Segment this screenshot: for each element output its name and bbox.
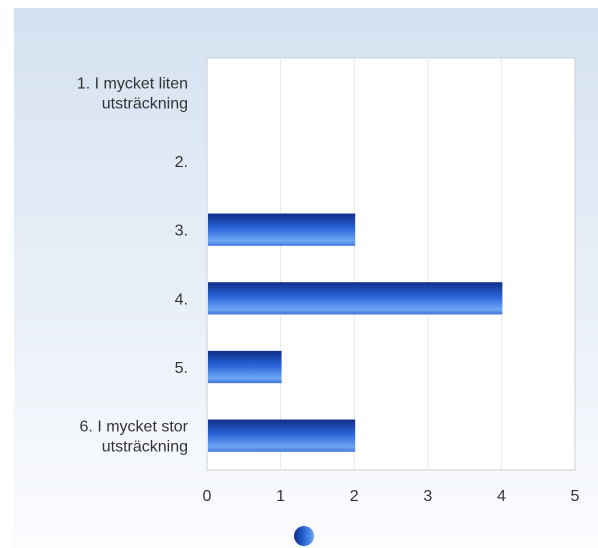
legend-marker	[294, 526, 314, 546]
category-label: 1. I mycket liten utsträckning	[77, 75, 188, 112]
x-tick-label: 5	[571, 488, 580, 505]
x-tick-label: 3	[423, 488, 432, 505]
category-label: 3.	[175, 223, 188, 240]
plot-area	[206, 57, 576, 471]
x-tick-label: 1	[276, 488, 285, 505]
x-tick-label: 2	[350, 488, 359, 505]
category-label: 6. I mycket stor utsträckning	[80, 419, 189, 456]
x-tick-labels: 0 1 2 3 4 5	[203, 488, 580, 505]
bar	[208, 419, 356, 452]
x-tick-label: 4	[497, 488, 506, 505]
bar	[208, 282, 503, 315]
category-label: 2.	[175, 154, 188, 171]
bars	[208, 213, 503, 452]
gridlines	[280, 58, 502, 470]
category-label: 5.	[175, 360, 188, 377]
category-label: 4.	[175, 291, 188, 308]
category-labels: 1. I mycket liten utsträckning 2. 3. 4. 5. 6. …	[77, 75, 189, 455]
x-tick-label: 0	[203, 488, 212, 505]
bar	[208, 350, 282, 384]
bar	[208, 213, 356, 246]
